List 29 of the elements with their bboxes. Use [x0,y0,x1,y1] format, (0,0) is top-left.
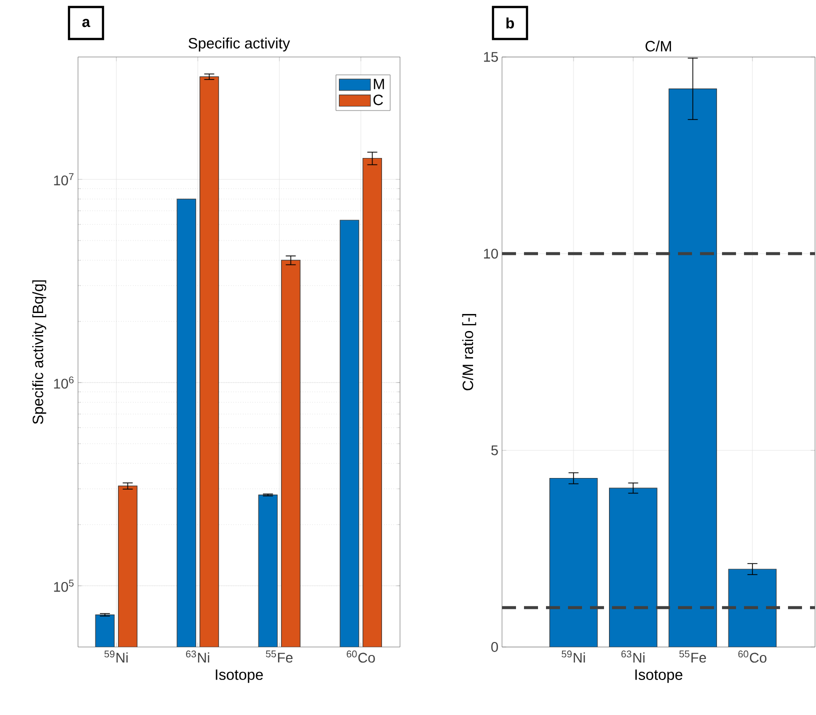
chart-title: C/M [646,40,671,52]
bar [728,568,777,647]
x-tick-label: $^{60}$Co [738,650,766,663]
x-tick-label: $^{59}$Ni [562,650,585,663]
x-tick-label: $^{59}$Ni [104,650,128,663]
bar [668,88,717,647]
x-tick-label: $^{55}$Fe [679,650,706,663]
text: b [506,18,514,28]
text: a [82,18,90,28]
bar [609,488,658,647]
bar [550,478,598,647]
x-axis-title: Isotope [635,670,682,683]
x-tick-label: $^{55}$Fe [266,650,293,663]
y-axis-title: Specific activity [Bq/g] [32,280,46,424]
y-tick-label: 10$^{6}$ [54,376,74,389]
x-tick-label: $^{60}$Co [346,650,375,663]
y-tick-label: 0 [491,642,498,652]
x-tick-label: $^{63}$Ni [621,650,644,663]
y-tick-label: 15 [484,52,498,62]
x-tick-label: $^{63}$Ni [186,650,210,663]
legend-label: C [373,94,383,106]
y-axis-title: C/M ratio [-] [462,314,476,390]
y-tick-label: 5 [491,445,498,456]
y-tick-label: 10$^{5}$ [54,580,74,592]
x-axis-title: Isotope [216,670,263,683]
y-tick-label: 10 [484,248,498,259]
y-tick-label: 10$^{7}$ [54,173,74,186]
legend-label: M [374,78,384,90]
chart-title: Specific activity [188,38,290,52]
